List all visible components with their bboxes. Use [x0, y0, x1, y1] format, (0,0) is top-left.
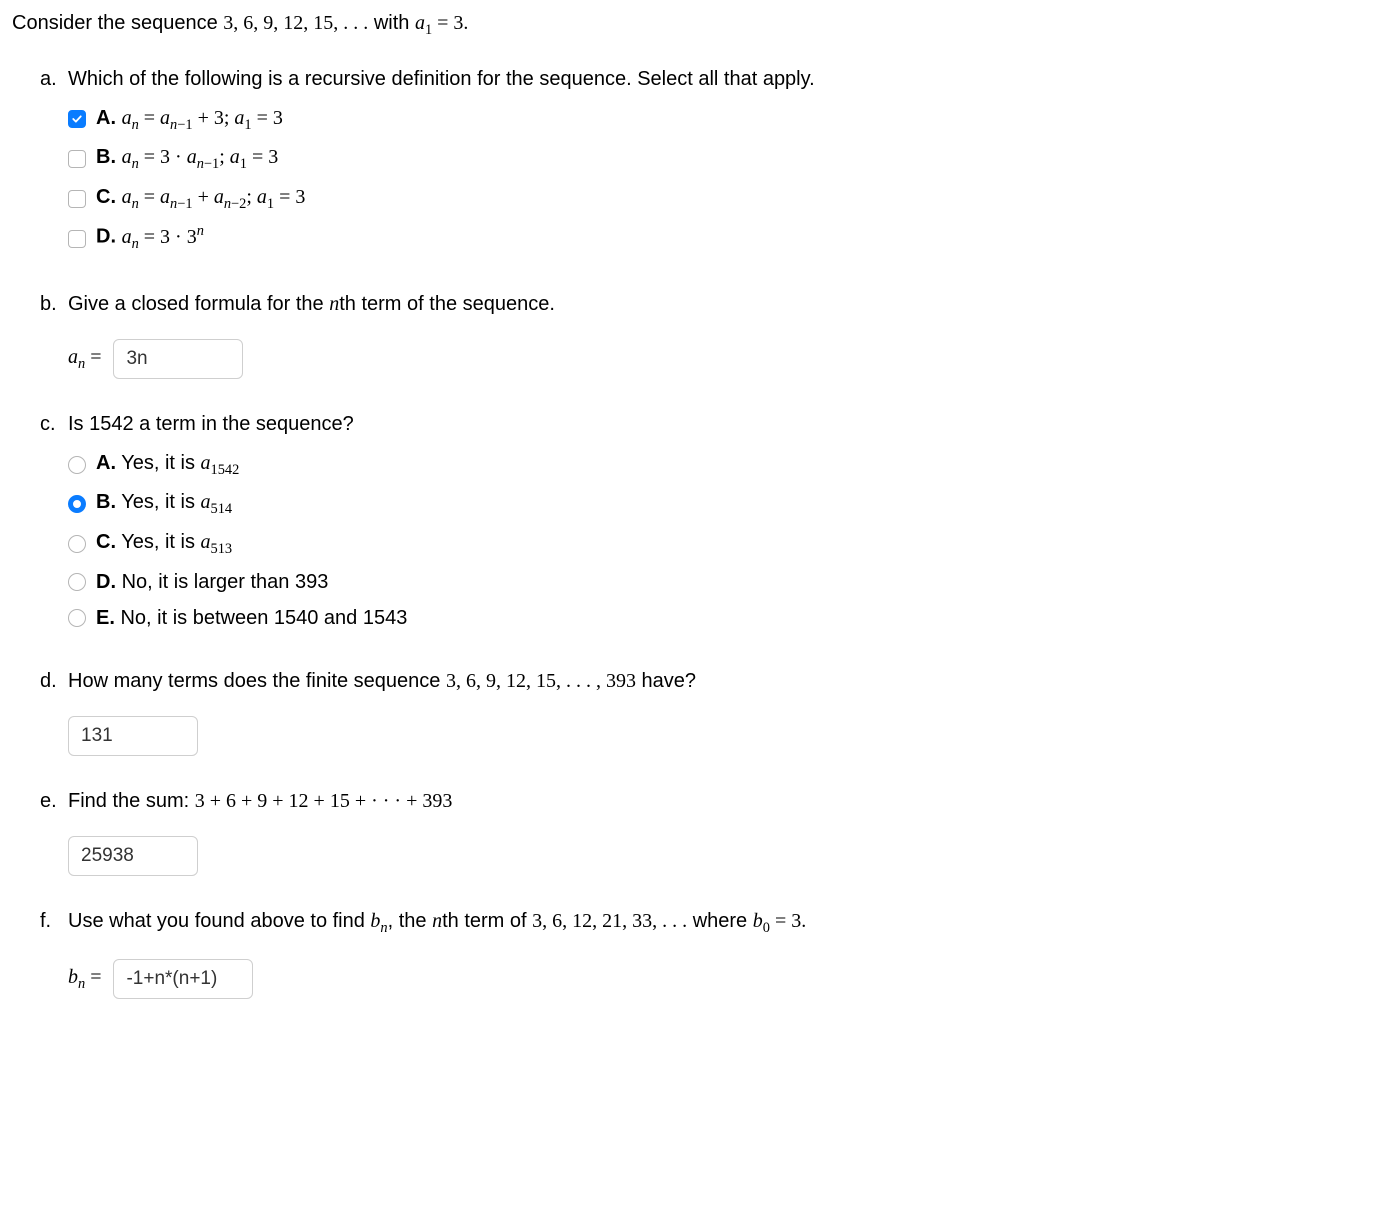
part-d-prompt-pre: How many terms does the finite sequence [68, 670, 446, 692]
choice-a-A[interactable]: A. an = an−1 + 3; a1 = 3 [68, 100, 1368, 140]
checkbox-icon[interactable] [68, 150, 86, 168]
choice-c-E[interactable]: E. No, it is between 1540 and 1543 [68, 600, 1368, 636]
part-d-seq: 3, 6, 9, 12, 15, . . . , 393 [446, 670, 636, 692]
part-b-prompt-post: th term of the sequence. [339, 293, 555, 315]
radio-icon[interactable] [68, 456, 86, 474]
choice-label: C. an = an−1 + an−2; a1 = 3 [96, 182, 305, 216]
choice-letter: D. [96, 571, 116, 593]
part-d-prompt-post: have? [636, 670, 696, 692]
part-c-choices: A. Yes, it is a1542 B. Yes, it is a514 C… [68, 445, 1368, 636]
choice-label: D. an = 3 · 3n [96, 221, 204, 255]
choice-text: an = an−1 + 3; a1 = 3 [122, 107, 283, 129]
part-c-letter: c. [40, 409, 56, 439]
part-a-prompt: Which of the following is a recursive de… [68, 64, 1368, 94]
problem-intro: Consider the sequence 3, 6, 9, 12, 15, .… [12, 8, 1368, 42]
part-f-n: n [432, 910, 442, 932]
term-count-input[interactable] [68, 716, 198, 756]
part-f-prompt: Use what you found above to find bn, the… [68, 906, 1368, 940]
choice-label: C. Yes, it is a513 [96, 527, 232, 561]
part-e-prompt-pre: Find the sum: [68, 790, 195, 812]
choice-letter: A. [96, 452, 116, 474]
choice-a-D[interactable]: D. an = 3 · 3n [68, 218, 1368, 258]
part-c: c. Is 1542 a term in the sequence? A. Ye… [40, 409, 1368, 636]
choice-label: A. an = an−1 + 3; a1 = 3 [96, 103, 283, 137]
part-e-expr: 3 + 6 + 9 + 12 + 15 + · · · + 393 [195, 790, 453, 812]
choice-a-B[interactable]: B. an = 3 · an−1; a1 = 3 [68, 139, 1368, 179]
choice-c-A[interactable]: A. Yes, it is a1542 [68, 445, 1368, 485]
part-e-prompt: Find the sum: 3 + 6 + 9 + 12 + 15 + · · … [68, 786, 1368, 816]
choice-text: an = 3 · 3n [122, 226, 204, 248]
checkbox-icon[interactable] [68, 190, 86, 208]
part-d-answer [68, 716, 1368, 756]
choice-a-C[interactable]: C. an = an−1 + an−2; a1 = 3 [68, 179, 1368, 219]
choice-c-B[interactable]: B. Yes, it is a514 [68, 484, 1368, 524]
choice-letter: B. [96, 146, 116, 168]
part-f-mid: , the [388, 910, 432, 932]
part-d-prompt: How many terms does the finite sequence … [68, 666, 1368, 696]
part-e: e. Find the sum: 3 + 6 + 9 + 12 + 15 + ·… [40, 786, 1368, 876]
bn-formula-input[interactable] [113, 959, 253, 999]
part-b-prompt: Give a closed formula for the nth term o… [68, 289, 1368, 319]
part-f-lhs: bn = [68, 962, 101, 996]
checkbox-icon[interactable] [68, 230, 86, 248]
choice-letter: A. [96, 107, 116, 129]
part-c-prompt: Is 1542 a term in the sequence? [68, 409, 1368, 439]
choice-letter: E. [96, 607, 115, 629]
part-a-letter: a. [40, 64, 57, 94]
part-f: f. Use what you found above to find bn, … [40, 906, 1368, 1000]
choice-c-C[interactable]: C. Yes, it is a513 [68, 524, 1368, 564]
part-b: b. Give a closed formula for the nth ter… [40, 289, 1368, 379]
part-e-letter: e. [40, 786, 57, 816]
choice-text: an = an−1 + an−2; a1 = 3 [122, 186, 306, 208]
choice-label: E. No, it is between 1540 and 1543 [96, 603, 407, 633]
part-f-seq: 3, 6, 12, 21, 33, . . . [532, 910, 687, 932]
part-e-answer [68, 836, 1368, 876]
part-d-letter: d. [40, 666, 57, 696]
part-a: a. Which of the following is a recursive… [40, 64, 1368, 259]
choice-letter: B. [96, 491, 116, 513]
radio-icon[interactable] [68, 609, 86, 627]
choice-label: B. Yes, it is a514 [96, 487, 232, 521]
choice-text: No, it is larger than 393 [122, 571, 329, 593]
choice-label: B. an = 3 · an−1; a1 = 3 [96, 142, 278, 176]
part-f-answer: bn = [68, 959, 1368, 999]
closed-formula-input[interactable] [113, 339, 243, 379]
choice-letter: C. [96, 531, 116, 553]
choice-text: Yes, it is a513 [121, 531, 232, 553]
intro-with: with [374, 12, 415, 34]
part-f-mid2: th term of [442, 910, 532, 932]
radio-icon[interactable] [68, 495, 86, 513]
choice-label: A. Yes, it is a1542 [96, 448, 239, 482]
choice-text: Yes, it is a514 [121, 491, 232, 513]
sum-input[interactable] [68, 836, 198, 876]
part-f-bn: bn [370, 910, 387, 932]
choice-letter: C. [96, 186, 116, 208]
choice-text: Yes, it is a1542 [121, 452, 239, 474]
part-f-b0: b0 = 3. [753, 910, 806, 932]
intro-sequence: 3, 6, 9, 12, 15, . . . [223, 12, 368, 34]
choice-label: D. No, it is larger than 393 [96, 567, 328, 597]
part-a-choices: A. an = an−1 + 3; a1 = 3 B. an = 3 · an−… [68, 100, 1368, 259]
part-b-letter: b. [40, 289, 57, 319]
part-b-answer: an = [68, 339, 1368, 379]
intro-prefix: Consider the sequence [12, 12, 223, 34]
choice-text: an = 3 · an−1; a1 = 3 [122, 146, 279, 168]
choice-c-D[interactable]: D. No, it is larger than 393 [68, 564, 1368, 600]
checkbox-icon[interactable] [68, 110, 86, 128]
part-b-n: n [329, 293, 339, 315]
part-f-letter: f. [40, 906, 51, 936]
part-b-lhs: an = [68, 342, 101, 376]
part-f-prompt-pre: Use what you found above to find [68, 910, 370, 932]
part-f-where: where [687, 910, 753, 932]
radio-icon[interactable] [68, 535, 86, 553]
choice-text: No, it is between 1540 and 1543 [120, 607, 407, 629]
part-d: d. How many terms does the finite sequen… [40, 666, 1368, 756]
part-b-prompt-pre: Give a closed formula for the [68, 293, 329, 315]
choice-letter: D. [96, 226, 116, 248]
intro-a1: a1 = 3. [415, 12, 468, 34]
radio-icon[interactable] [68, 573, 86, 591]
